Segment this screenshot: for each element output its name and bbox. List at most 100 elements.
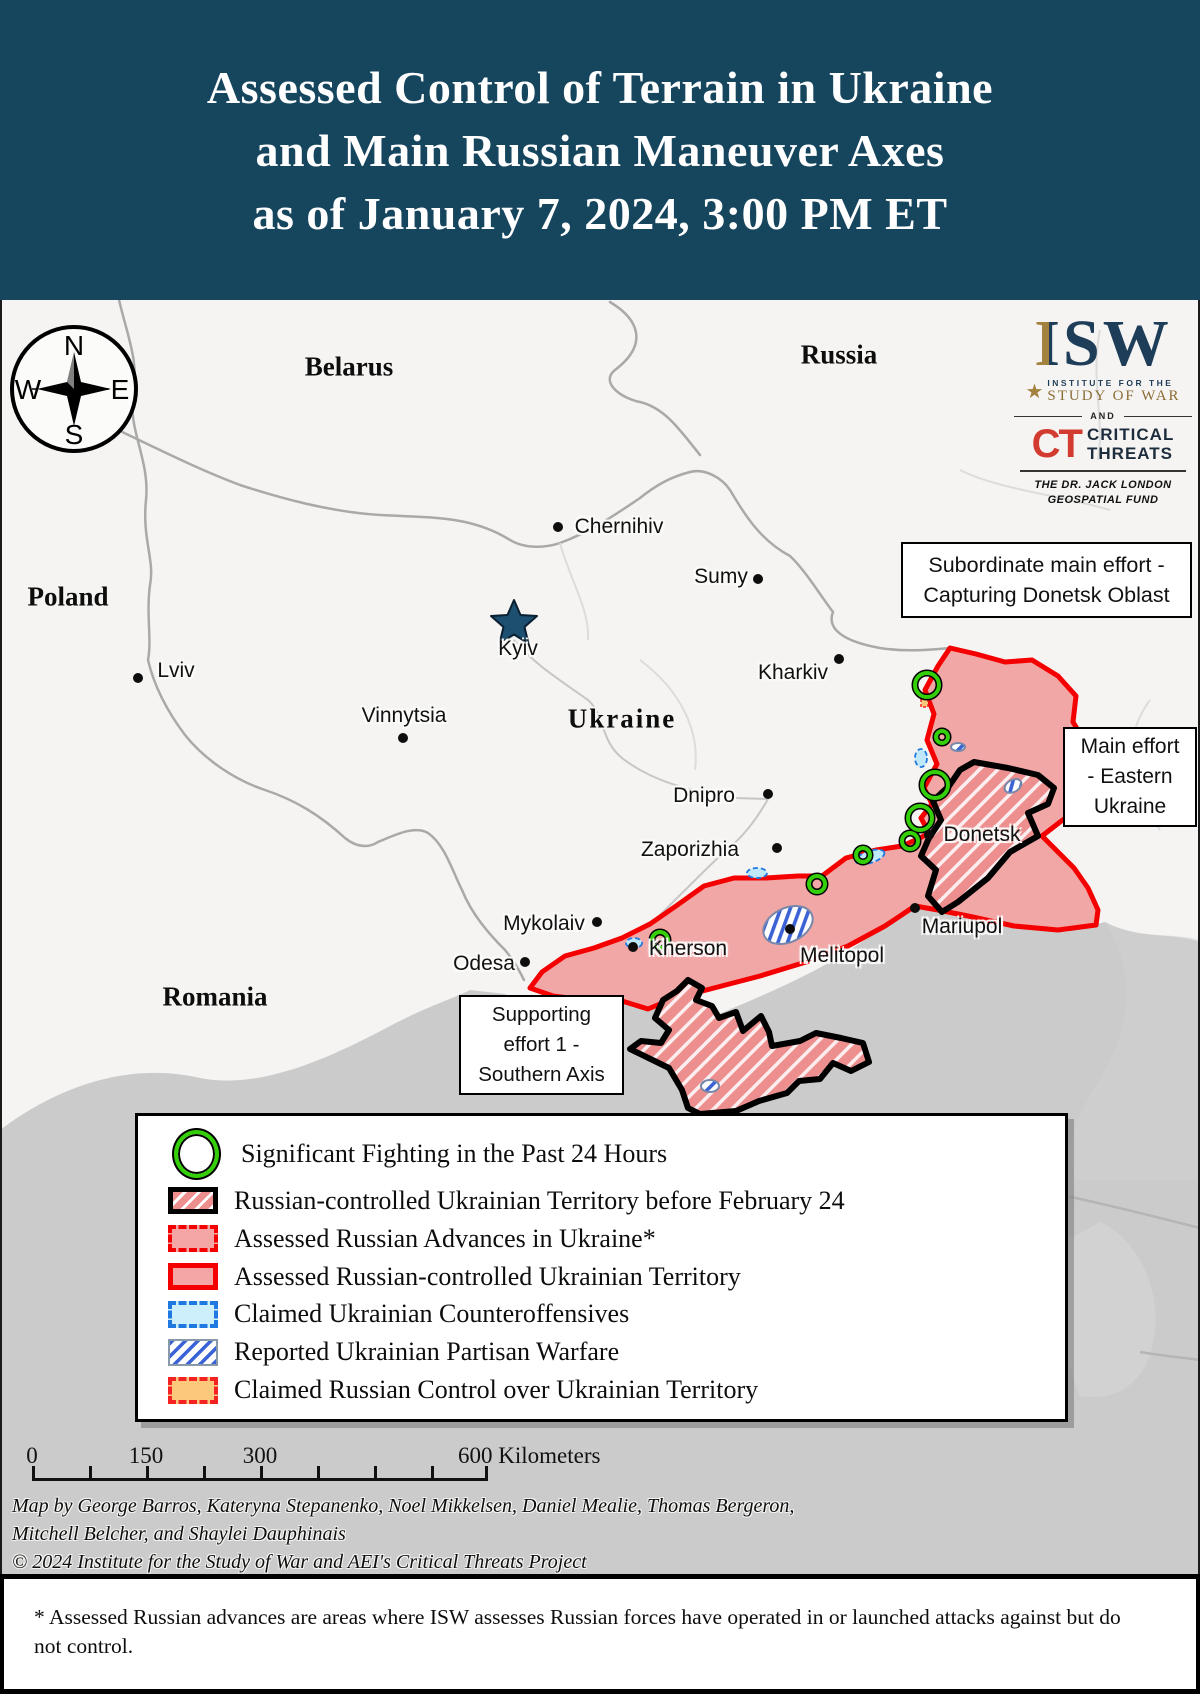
isw-wordmark: ISW bbox=[1014, 311, 1192, 377]
country-label-russia: Russia bbox=[800, 339, 878, 370]
city-dots bbox=[133, 522, 934, 967]
header-banner: Assessed Control of Terrain in Ukraine a… bbox=[0, 0, 1200, 300]
legend-item-claimed: Claimed Russian Control over Ukrainian T… bbox=[168, 1375, 1065, 1405]
footnote-text: * Assessed Russian advances are areas wh… bbox=[34, 1605, 1121, 1658]
logo-and-divider: AND bbox=[1014, 411, 1192, 421]
callout-main-line2: - Eastern bbox=[1087, 765, 1173, 788]
country-label-ukraine: Ukraine bbox=[567, 703, 677, 734]
callout-supporting-line3: Southern Axis bbox=[478, 1063, 605, 1086]
azov-east-gray bbox=[1070, 922, 1198, 1180]
legend-item-prewar: Russian-controlled Ukrainian Territory b… bbox=[168, 1186, 1065, 1216]
city-label-kyiv: Kyiv bbox=[498, 637, 538, 660]
legend-item-fighting: Significant Fighting in the Past 24 Hour… bbox=[168, 1129, 1065, 1178]
compass-rose-icon: N E S W bbox=[10, 325, 138, 453]
legend-swatch-fighting-icon bbox=[174, 1129, 219, 1178]
svg-text:W: W bbox=[15, 374, 42, 405]
border-moldova-ukraine bbox=[376, 828, 526, 982]
legend-item-counteroffensives: Claimed Ukrainian Counteroffensives bbox=[168, 1299, 1065, 1329]
border-belarus-ukraine bbox=[116, 428, 692, 548]
credits-line2: Mitchell Belcher, and Shaylei Dauphinais bbox=[12, 1523, 346, 1545]
scale-tick bbox=[89, 1466, 92, 1481]
legend-swatch-controlled-icon bbox=[168, 1263, 218, 1290]
taman-gray-landmass bbox=[1063, 1222, 1156, 1397]
legend-label-advances: Assessed Russian Advances in Ukraine* bbox=[234, 1223, 656, 1253]
page-title-line1: Assessed Control of Terrain in Ukraine bbox=[206, 61, 994, 113]
border-russia-ukraine bbox=[688, 469, 952, 652]
scale-tick bbox=[317, 1466, 320, 1481]
city-label-vinnytsia: Vinnytsia bbox=[361, 704, 447, 727]
callout-main-line3: Ukraine bbox=[1093, 795, 1167, 818]
legend-item-partisan: Reported Ukrainian Partisan Warfare bbox=[168, 1337, 1065, 1367]
map-credits: Map by George Barros, Kateryna Stepanenk… bbox=[12, 1492, 794, 1574]
city-label-melitopol: Melitopol bbox=[799, 944, 885, 967]
fund-line2: GEOSPATIAL FUND bbox=[1047, 494, 1159, 506]
city-label-odesa: Odesa bbox=[453, 952, 515, 975]
oblast-line-4 bbox=[959, 469, 1111, 511]
logo-rule bbox=[1020, 470, 1186, 472]
callout-supporting-line2: effort 1 - bbox=[503, 1033, 580, 1056]
ct-critical-line: CRITICAL bbox=[1087, 425, 1175, 444]
legend-label-counteroffensives: Claimed Ukrainian Counteroffensives bbox=[234, 1299, 630, 1329]
kyiv-star-icon bbox=[490, 599, 538, 645]
city-label-mariupol: Mariupol bbox=[921, 915, 1003, 938]
fund-line1: THE DR. JACK LONDON bbox=[1034, 479, 1172, 491]
border-belarus-russia bbox=[608, 300, 702, 457]
credits-line3: © 2024 Institute for the Study of War an… bbox=[12, 1551, 587, 1573]
legend-swatch-advances-icon bbox=[168, 1225, 218, 1253]
legend-label-claimed: Claimed Russian Control over Ukrainian T… bbox=[234, 1375, 759, 1405]
legend-label-controlled: Assessed Russian-controlled Ukrainian Te… bbox=[234, 1261, 741, 1291]
city-label-zaporizhia: Zaporizhia bbox=[640, 838, 740, 861]
partisan-patches bbox=[700, 742, 1023, 1093]
city-label-kharkiv: Kharkiv bbox=[757, 661, 829, 684]
ct-threats-line: THREATS bbox=[1087, 444, 1174, 463]
svg-text:S: S bbox=[65, 419, 84, 450]
callout-supporting-line1: Supporting bbox=[491, 1003, 592, 1026]
credits-line1: Map by George Barros, Kateryna Stepanenk… bbox=[12, 1495, 795, 1517]
isw-institute-line: INSTITUTE FOR THE bbox=[1047, 378, 1174, 388]
legend-label-fighting: Significant Fighting in the Past 24 Hour… bbox=[241, 1138, 668, 1168]
country-label-poland: Poland bbox=[27, 581, 109, 612]
claimed-russian-control-patch bbox=[920, 695, 929, 708]
scale-label-600km: 600 Kilometers bbox=[458, 1443, 601, 1468]
border-russia-south-1 bbox=[1065, 1194, 1198, 1229]
oblast-line-3 bbox=[1095, 329, 1101, 461]
footnote-panel: * Assessed Russian advances are areas wh… bbox=[0, 1579, 1200, 1694]
isw-sw-letters: SW bbox=[1062, 307, 1172, 380]
isw-star-icon: ★ bbox=[1025, 380, 1044, 403]
map-canvas: N E S W Belarus Russia Poland Ukraine Ro… bbox=[0, 300, 1200, 1574]
scale-tick bbox=[32, 1466, 35, 1481]
significant-fighting-circles bbox=[648, 669, 952, 952]
legend-label-partisan: Reported Ukrainian Partisan Warfare bbox=[234, 1337, 620, 1367]
city-label-donetsk: Donetsk bbox=[943, 823, 1021, 846]
scale-label-0: 0 bbox=[26, 1443, 38, 1468]
isw-study-line: STUDY OF WAR bbox=[1047, 388, 1181, 404]
oblast-line-2 bbox=[639, 659, 697, 771]
isw-ct-logo: ISW ★ INSTITUTE FOR THE STUDY OF WAR AND… bbox=[1014, 311, 1192, 508]
scale-tick bbox=[260, 1466, 263, 1481]
legend-swatch-partisan-icon bbox=[168, 1338, 218, 1366]
legend-swatch-counteroffensives-icon bbox=[168, 1300, 218, 1328]
crimea-territory bbox=[627, 977, 872, 1117]
city-label-chernihiv: Chernihiv bbox=[574, 515, 664, 538]
country-label-belarus: Belarus bbox=[304, 351, 394, 382]
logo-and-label: AND bbox=[1090, 411, 1116, 421]
legend-item-controlled: Assessed Russian-controlled Ukrainian Te… bbox=[168, 1262, 1065, 1292]
legend-swatch-prewar-icon bbox=[168, 1187, 218, 1215]
city-label-kherson: Kherson bbox=[648, 937, 728, 960]
callout-subordinate-main-effort: Subordinate main effort - Capturing Done… bbox=[901, 542, 1192, 618]
legend-swatch-claimed-icon bbox=[168, 1376, 218, 1404]
scale-tick bbox=[203, 1466, 206, 1481]
city-label-mykolaiv: Mykolaiv bbox=[503, 912, 585, 935]
svg-text:E: E bbox=[111, 374, 130, 405]
ct-monogram: CT bbox=[1031, 422, 1083, 466]
page-title-line3: as of January 7, 2024, 3:00 PM ET bbox=[252, 187, 948, 239]
scale-tick bbox=[146, 1466, 149, 1481]
legend-item-advances: Assessed Russian Advances in Ukraine* bbox=[168, 1224, 1065, 1254]
scale-label-150: 150 bbox=[128, 1443, 164, 1468]
border-russia-south-2 bbox=[1139, 1350, 1198, 1362]
svg-text:N: N bbox=[64, 330, 84, 361]
prewar-donbas-territory bbox=[918, 759, 1057, 915]
city-label-dnipro: Dnipro bbox=[673, 784, 735, 807]
scale-tick bbox=[431, 1466, 434, 1481]
